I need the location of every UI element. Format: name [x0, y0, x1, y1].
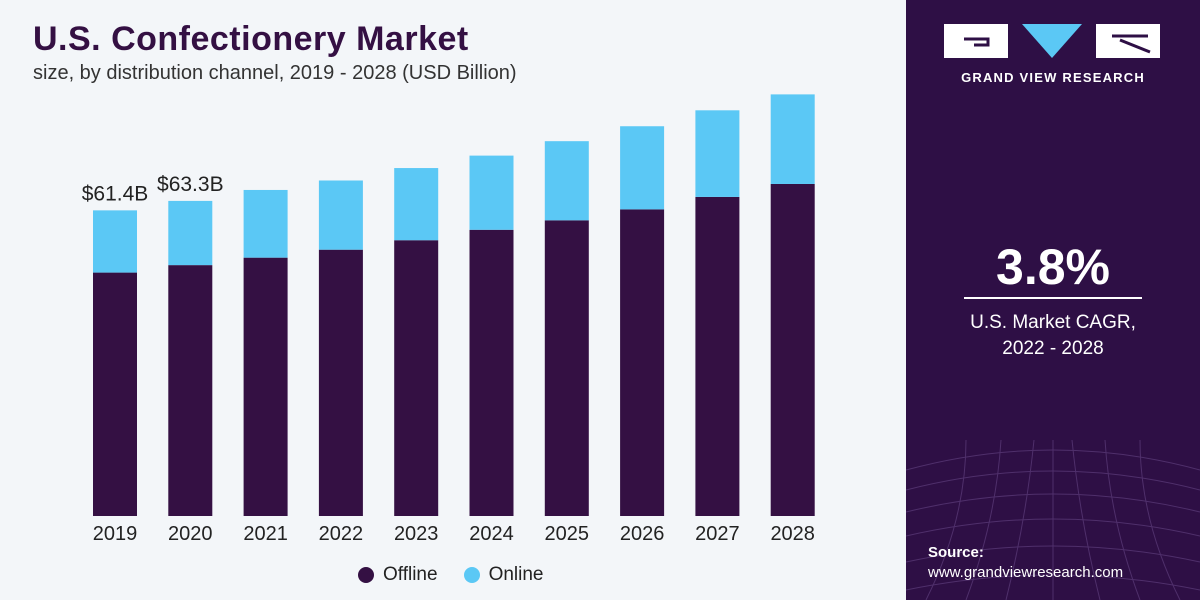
chart-subtitle: size, by distribution channel, 2019 - 20…: [33, 62, 517, 84]
bar-online-2023: [394, 168, 439, 241]
bar-offline-2027: [695, 196, 740, 516]
bar-online-2024: [469, 155, 514, 230]
bar-offline-2022: [318, 249, 363, 516]
bar-online-2025: [544, 141, 589, 221]
data-label-2019: $61.4B: [82, 182, 149, 205]
x-tick-label-2025: 2025: [545, 523, 590, 545]
cagr-value: 3.8%: [996, 239, 1110, 295]
bar-offline-2026: [620, 209, 665, 516]
bar-online-2026: [620, 126, 665, 210]
legend-label-online: Online: [488, 564, 544, 585]
decorative-grid: [906, 439, 1200, 600]
x-tick-label-2028: 2028: [770, 523, 815, 545]
bar-offline-2021: [243, 257, 288, 516]
cagr-label-line1: U.S. Market CAGR,: [970, 312, 1136, 333]
x-tick-label-2024: 2024: [469, 523, 514, 545]
chart-title: U.S. Confectionery Market: [33, 20, 469, 58]
bar-offline-2023: [394, 240, 439, 516]
cagr-label-line2: 2022 - 2028: [1002, 338, 1104, 359]
legend-item-offline: Offline: [358, 564, 438, 586]
bar-chart: 2019 2020 2021 2022 2023 2024 2025 2026 2027 2028…: [82, 94, 815, 545]
bar-online-2028: [770, 94, 815, 184]
data-label-2020: $63.3B: [157, 173, 224, 196]
grand-view-research-logo: [944, 24, 1160, 58]
brand-name: GRAND VIEW RESEARCH: [961, 70, 1145, 85]
bar-offline-2028: [770, 183, 815, 516]
cagr-divider: [964, 297, 1142, 299]
bar-online-2021: [243, 189, 288, 258]
x-tick-label-2020: 2020: [168, 523, 213, 545]
bar-offline-2020: [168, 265, 213, 516]
bar-online-2027: [695, 110, 740, 197]
legend-swatch-online: [463, 567, 480, 583]
bar-offline-2025: [544, 220, 589, 516]
source-url[interactable]: www.grandviewresearch.com: [928, 564, 1124, 581]
bar-offline-2024: [469, 229, 514, 516]
x-tick-label-2023: 2023: [394, 523, 439, 545]
x-tick-label-2019: 2019: [93, 523, 138, 545]
legend-item-online: Online: [463, 564, 544, 586]
bar-online-2022: [318, 180, 363, 250]
chart-legend: Offline Online: [358, 564, 570, 586]
x-tick-label-2021: 2021: [243, 523, 288, 545]
legend-swatch-offline: [358, 567, 374, 583]
source-label: Source:: [928, 544, 984, 561]
x-tick-label-2022: 2022: [319, 523, 364, 545]
cagr-label: U.S. Market CAGR, 2022 - 2028: [906, 310, 1200, 362]
bar-offline-2019: [93, 272, 137, 516]
x-tick-label-2026: 2026: [620, 523, 665, 545]
summary-panel: GRAND VIEW RESEARCH 3.8% U.S. Market CAG…: [906, 0, 1200, 600]
bar-online-2019: [93, 210, 137, 273]
legend-label-offline: Offline: [383, 564, 438, 585]
bar-online-2020: [168, 200, 213, 266]
chart-panel: U.S. Confectionery Market size, by distr…: [0, 0, 906, 600]
x-tick-label-2027: 2027: [695, 523, 740, 545]
source-block: Source: www.grandviewresearch.com: [928, 544, 1123, 581]
